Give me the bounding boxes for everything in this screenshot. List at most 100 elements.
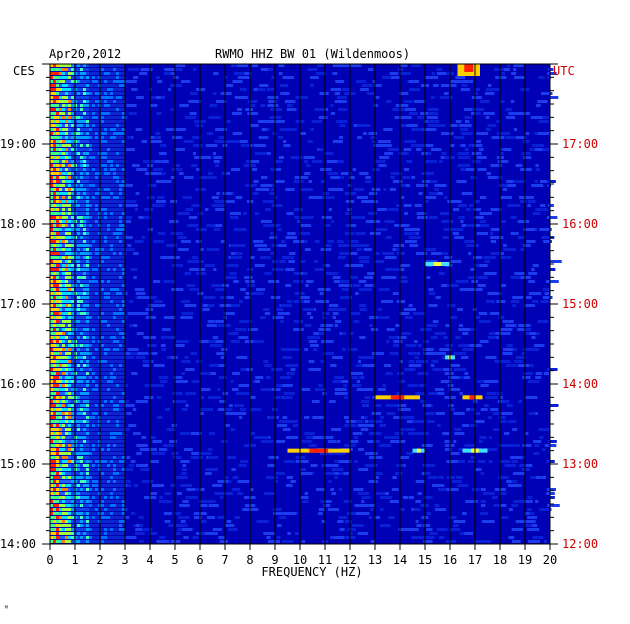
heat-cell — [59, 512, 62, 515]
heat-cell — [68, 432, 71, 435]
heat-cell — [119, 276, 122, 279]
heat-cell — [68, 516, 71, 519]
heat-cell — [56, 320, 59, 323]
heat-cell — [404, 212, 409, 215]
heat-cell — [370, 328, 378, 331]
heat-cell — [185, 368, 192, 371]
heat-cell — [361, 500, 365, 503]
heat-cell — [89, 332, 92, 335]
heat-cell — [65, 288, 68, 291]
heat-cell — [50, 84, 53, 87]
heat-cell — [86, 236, 89, 239]
heat-cell — [95, 136, 98, 139]
heat-cell — [209, 104, 218, 107]
heat-cell — [56, 344, 59, 347]
heat-cell — [53, 212, 56, 215]
heat-cell — [95, 376, 98, 379]
heat-cell — [286, 128, 297, 131]
heat-cell — [339, 332, 344, 335]
heat-cell — [77, 392, 80, 395]
heat-cell — [294, 176, 301, 179]
heat-cell — [71, 464, 74, 467]
heat-cell — [83, 88, 86, 91]
heat-cell — [89, 72, 92, 75]
heat-cell — [113, 360, 116, 363]
heat-cell — [62, 100, 65, 103]
heat-cell — [119, 92, 122, 95]
heat-cell — [116, 452, 119, 455]
heat-cell — [83, 332, 86, 335]
heat-cell — [68, 192, 71, 195]
heat-cell — [53, 336, 56, 339]
heat-cell — [439, 160, 443, 163]
heat-cell — [62, 508, 65, 511]
heat-cell — [119, 444, 122, 447]
heat-cell — [181, 316, 193, 319]
heat-cell — [86, 112, 89, 115]
heat-cell — [59, 184, 62, 187]
heat-cell — [83, 348, 86, 351]
heat-cell — [227, 480, 232, 483]
heat-cell — [101, 180, 104, 183]
heat-cell — [104, 504, 107, 507]
heat-cell — [466, 208, 471, 211]
heat-cell — [150, 436, 156, 439]
heat-cell — [50, 220, 53, 223]
heat-cell — [224, 524, 235, 527]
heat-cell — [132, 204, 138, 207]
heat-cell — [89, 224, 92, 227]
heat-cell — [71, 220, 74, 223]
heat-cell — [269, 236, 278, 239]
heat-cell — [308, 360, 315, 363]
heat-cell — [539, 180, 550, 183]
heat-cell — [207, 448, 213, 451]
heat-cell — [122, 500, 125, 503]
heat-cell — [270, 224, 281, 227]
heat-cell — [50, 208, 53, 211]
heat-cell — [62, 276, 65, 279]
heat-cell — [92, 408, 95, 411]
heat-cell — [56, 248, 59, 251]
heat-cell — [56, 368, 59, 371]
heat-cell — [116, 328, 119, 331]
heat-cell — [71, 244, 74, 247]
heat-cell — [62, 500, 65, 503]
heat-cell — [68, 220, 71, 223]
heat-cell — [56, 192, 59, 195]
heat-cell — [89, 448, 92, 451]
heat-cell — [523, 228, 536, 231]
heat-cell — [83, 520, 86, 523]
heat-cell — [95, 84, 98, 87]
heat-cell — [89, 152, 92, 155]
heat-cell — [95, 424, 98, 427]
heat-cell — [65, 400, 68, 403]
heat-cell — [167, 444, 177, 447]
heat-cell — [71, 448, 74, 451]
heat-cell — [285, 188, 295, 191]
heat-cell — [59, 124, 62, 127]
heat-cell — [335, 120, 348, 123]
heat-cell — [116, 64, 119, 67]
heat-cell — [56, 500, 59, 503]
heat-cell — [540, 148, 551, 151]
heat-cell — [110, 432, 113, 435]
heat-cell — [122, 492, 125, 495]
heat-cell — [122, 412, 125, 415]
heat-cell — [113, 188, 116, 191]
heat-cell — [59, 384, 62, 387]
heat-cell — [77, 196, 80, 199]
heat-cell — [92, 412, 95, 415]
heat-cell — [104, 408, 107, 411]
heat-cell — [50, 116, 53, 119]
heat-cell — [71, 164, 74, 167]
heat-cell — [107, 144, 110, 147]
heat-cell — [113, 152, 116, 155]
heat-cell — [59, 228, 62, 231]
heat-cell — [110, 368, 113, 371]
heat-cell — [86, 220, 89, 223]
heat-cell — [59, 236, 62, 239]
heat-cell — [372, 168, 381, 171]
heat-cell — [95, 356, 98, 359]
heat-cell — [80, 76, 83, 79]
heat-cell — [328, 188, 334, 191]
